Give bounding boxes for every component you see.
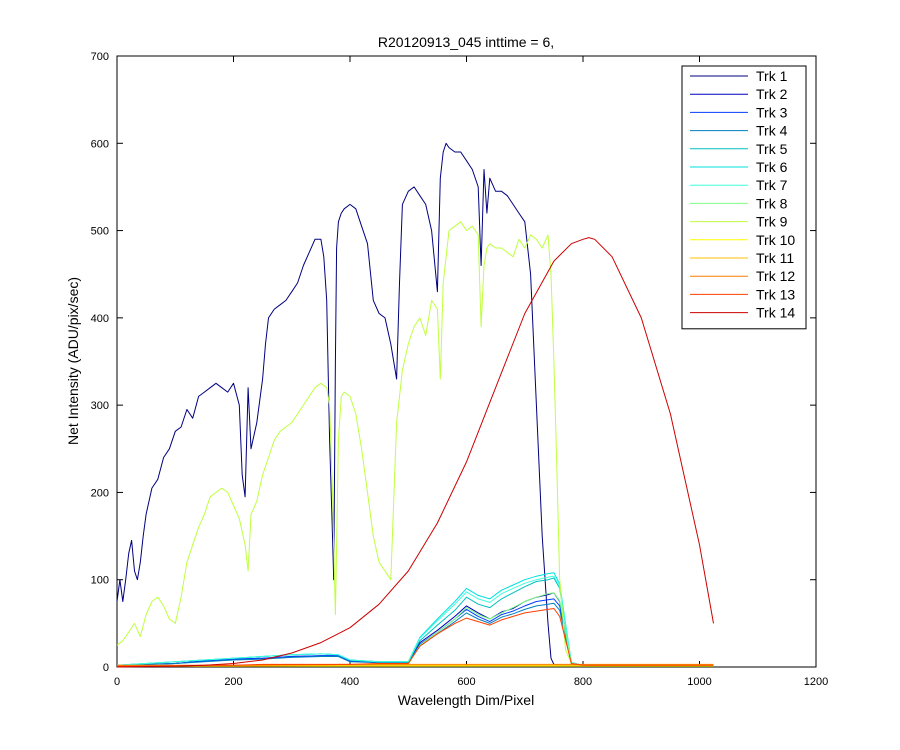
legend-label: Trk 5	[756, 141, 788, 157]
y-tick-label: 300	[91, 400, 109, 412]
legend: Trk 1 Trk 2 Trk 3 Trk 4 Trk 5 Trk 6 Trk 7 Trk 8…	[681, 65, 807, 330]
legend-label: Trk 12	[756, 268, 795, 284]
series-line-trk-13	[117, 608, 714, 667]
y-tick-label: 700	[91, 51, 109, 63]
legend-label: Trk 1	[756, 68, 788, 84]
y-tick-label: 200	[91, 487, 109, 499]
series-line-trk-7	[116, 575, 714, 666]
chart-title: R20120913_045 inttime = 6,	[378, 34, 554, 50]
y-tick-label: 400	[91, 313, 109, 325]
x-tick-label: 200	[224, 676, 242, 688]
legend-label: Trk 9	[756, 214, 788, 230]
axis-ticks: 0 200 400 600 800 1000 1200 0 100 200 300 400 500 600…	[91, 51, 829, 688]
series-lines	[116, 142, 714, 668]
legend-label: Trk 3	[756, 104, 788, 120]
y-tick-label: 100	[91, 575, 109, 587]
legend-label: Trk 8	[756, 195, 788, 211]
series-line-trk-1	[116, 142, 714, 666]
series-line-trk-9	[116, 221, 714, 666]
legend-label: Trk 4	[756, 123, 788, 139]
x-tick-label: 0	[114, 676, 120, 688]
x-tick-label: 400	[341, 676, 359, 688]
y-tick-label: 0	[103, 662, 109, 674]
legend-label: Trk 7	[756, 177, 788, 193]
legend-label: Trk 11	[756, 250, 794, 266]
series-line-trk-4	[116, 602, 714, 666]
legend-box	[681, 65, 807, 330]
x-tick-label: 1000	[687, 676, 711, 688]
y-tick-label: 600	[91, 138, 109, 150]
x-tick-label: 1200	[804, 676, 828, 688]
legend-label: Trk 2	[756, 86, 788, 102]
y-axis-label: Net Intensity (ADU/pix/sec)	[65, 277, 81, 445]
x-axis-label: Wavelength Dim/Pixel	[398, 692, 534, 708]
x-tick-label: 600	[457, 676, 475, 688]
legend-label: Trk 6	[756, 159, 788, 175]
x-tick-label: 800	[574, 676, 592, 688]
series-line-trk-14	[116, 237, 714, 668]
legend-label: Trk 14	[756, 305, 795, 321]
y-tick-label: 500	[91, 226, 109, 238]
legend-label: Trk 13	[756, 286, 795, 302]
legend-label: Trk 10	[756, 232, 795, 248]
